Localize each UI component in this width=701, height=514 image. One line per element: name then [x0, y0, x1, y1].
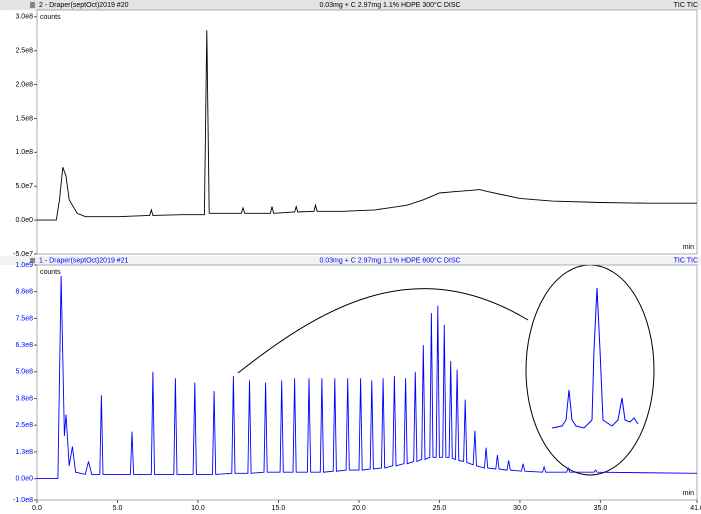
y-axis-label: counts [40, 14, 61, 21]
panel-title: 1 - Draper(septOct)2019 #21 [39, 257, 129, 264]
x-tick-label: 41.0 [690, 505, 701, 512]
x-axis-label: min [683, 244, 694, 251]
y-tick-label: 1.5e8 [15, 115, 33, 122]
plot-frame [36, 9, 698, 255]
y-tick-label: 2.5e8 [15, 48, 33, 55]
trace-label: TIC TIC [674, 2, 698, 9]
y-tick-label: 0.0e0 [15, 475, 33, 482]
y-tick-label: 6.3e8 [15, 342, 33, 349]
header-icon [30, 2, 35, 8]
panel-header [0, 0, 701, 10]
zoom-ellipse [525, 264, 655, 476]
x-tick-label: 30.0 [513, 505, 527, 512]
y-tick-label: 0.0e0 [15, 217, 33, 224]
x-tick-label: 5.0 [113, 505, 123, 512]
zoom-trace [551, 287, 639, 429]
x-tick-label: 20.0 [352, 505, 366, 512]
zoom-connector [237, 288, 529, 374]
panel-title: 2 - Draper(septOct)2019 #20 [39, 2, 129, 9]
trace-line [37, 275, 698, 480]
panel-subtitle: 0.03mg + C 2.97mg 1.1% HDPE 300°C DISC [319, 1, 460, 9]
header-icon [30, 258, 35, 263]
y-tick-label: 3.0e8 [15, 14, 33, 21]
x-tick-label: 35.0 [594, 505, 608, 512]
y-axis-label: counts [40, 269, 61, 276]
trace-line [37, 30, 697, 221]
y-tick-label: 1.3e8 [15, 449, 33, 456]
trace-label: TIC TIC [674, 257, 698, 264]
y-tick-label: 7.5e8 [15, 315, 33, 322]
plot-frame [36, 264, 698, 501]
x-axis-label: min [683, 490, 694, 497]
x-tick-label: 0.0 [32, 505, 42, 512]
y-tick-label: -5.0e7 [13, 251, 33, 258]
y-tick-label: 2.0e8 [15, 81, 33, 88]
y-tick-label: 1.0e9 [15, 262, 33, 269]
panel-header [0, 256, 701, 265]
x-tick-label: 15.0 [272, 505, 286, 512]
x-tick-label: 10.0 [191, 505, 205, 512]
y-tick-label: 5.0e8 [15, 369, 33, 376]
y-tick-label: 3.8e8 [15, 395, 33, 402]
y-tick-label: 5.0e7 [15, 183, 33, 190]
x-tick-label: 25.0 [433, 505, 447, 512]
y-tick-label: 8.8e8 [15, 289, 33, 296]
panel-subtitle: 0.03mg + C 2.97mg 1.1% HDPE 600°C DISC [319, 256, 460, 264]
y-tick-label: -1.0e8 [13, 497, 33, 504]
y-tick-label: 1.0e8 [15, 149, 33, 156]
y-tick-label: 2.5e8 [15, 422, 33, 429]
